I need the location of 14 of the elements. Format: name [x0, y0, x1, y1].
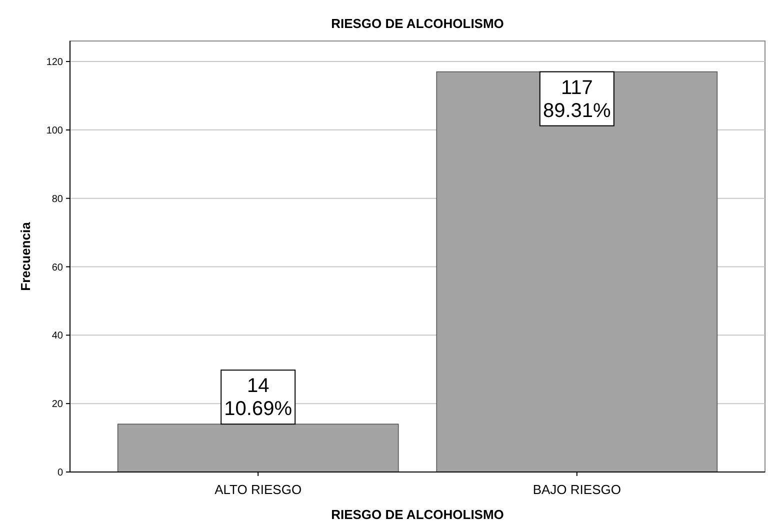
- x-axis-title: RIESGO DE ALCOHOLISMO: [331, 507, 504, 522]
- data-label: 117 89.31%: [542, 76, 612, 122]
- data-label: 14 10.69%: [224, 375, 292, 420]
- y-tick-label: 0: [57, 468, 64, 478]
- y-axis-title: Frecuencia: [18, 221, 33, 291]
- y-tick-label: 80: [52, 194, 64, 205]
- x-tick-label: BAJO RIESGO: [532, 482, 621, 497]
- y-tick-label: 100: [46, 125, 64, 136]
- x-tick-label: ALTO RIESGO: [214, 482, 302, 497]
- y-tick-label: 60: [52, 262, 64, 274]
- chart-title: RIESGO DE ALCOHOLISMO: [331, 16, 504, 31]
- y-tick-label: 120: [46, 57, 64, 68]
- y-tick-label: 40: [52, 330, 64, 342]
- y-tick-label: 20: [52, 399, 64, 410]
